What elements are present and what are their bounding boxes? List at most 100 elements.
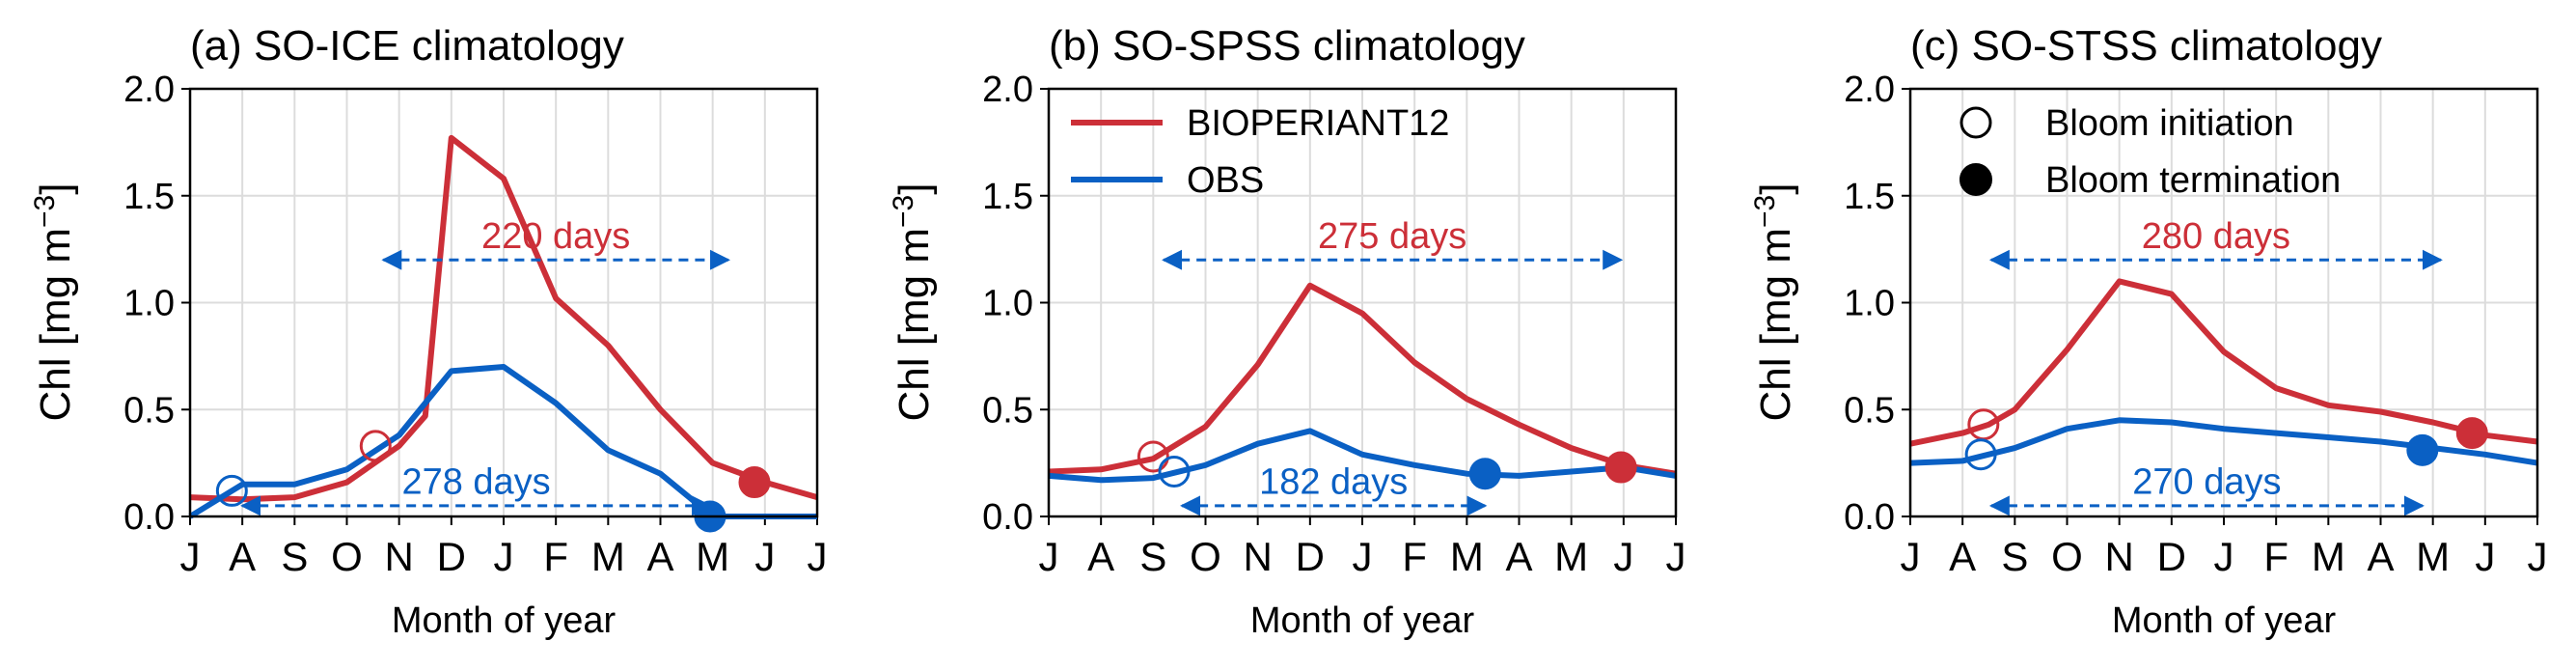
- bloom-initiation-marker: [1158, 455, 1191, 488]
- bloom-duration-label: 275 days: [1318, 216, 1466, 257]
- x-tick-label: S: [1139, 534, 1166, 579]
- panel-c-markers: [1964, 408, 2488, 471]
- x-tick-label: J: [1901, 534, 1921, 579]
- x-tick-label: F: [543, 534, 568, 579]
- y-tick-label: 2.0: [123, 70, 175, 110]
- x-tick-label: M: [2312, 534, 2345, 579]
- x-tick-label: M: [1450, 534, 1484, 579]
- x-tick-label: M: [1554, 534, 1588, 579]
- panel-c-x-axis-label: Month of year: [2112, 600, 2337, 641]
- x-tick-label: N: [1243, 534, 1272, 579]
- panel-a-x-axis-label: Month of year: [392, 600, 617, 641]
- x-tick-label: J: [494, 534, 514, 579]
- bloom-termination-marker: [738, 466, 771, 499]
- y-tick-label: 1.5: [982, 177, 1033, 217]
- y-tick-label: 0.5: [1844, 390, 1895, 431]
- y-label-main: Chl [mg m: [1752, 228, 1799, 421]
- x-tick-label: J: [754, 534, 775, 579]
- panel-c-legend: Bloom initiation Bloom termination: [1959, 103, 2341, 201]
- x-tick-label: A: [646, 534, 673, 579]
- y-tick-label: 2.0: [982, 70, 1033, 110]
- x-tick-label: J: [2475, 534, 2495, 579]
- bloom-initiation-marker: [359, 430, 392, 462]
- x-tick-label: J: [1039, 534, 1059, 579]
- panel-c-title: (c) SO-STSS climatology: [1910, 22, 2382, 70]
- bloom-initiation-marker: [1137, 440, 1169, 473]
- y-tick-label: 2.0: [1844, 70, 1895, 110]
- x-tick-label: A: [229, 534, 256, 579]
- bloom-termination-marker: [2455, 417, 2488, 450]
- legend-open-circle-marker: [1959, 106, 1992, 139]
- panel-b-title: (b) SO-SPSS climatology: [1049, 22, 1525, 70]
- panel-b-y-axis-label: Chl [mg m−3]: [888, 183, 939, 422]
- panel-b-frame: [1047, 87, 1678, 518]
- panel-b-series: [1048, 282, 1677, 484]
- y-label-main: Chl [mg m: [32, 228, 79, 421]
- x-tick-label: D: [1296, 534, 1325, 579]
- panel-c-frame: [1908, 87, 2539, 518]
- y-label-exponent: −3: [1749, 195, 1781, 228]
- bloom-duration-label: 182 days: [1259, 461, 1408, 502]
- x-tick-label: F: [1402, 534, 1427, 579]
- legend-label-obs: OBS: [1187, 160, 1264, 201]
- panel-c-y-axis-label: Chl [mg m−3]: [1749, 183, 1800, 422]
- series-line-bioperiant12: [1909, 278, 2538, 447]
- y-tick-label: 1.5: [1844, 177, 1895, 217]
- y-label-exponent: −3: [888, 195, 919, 228]
- x-tick-label: N: [384, 534, 413, 579]
- y-tick-label: 0.5: [123, 390, 175, 431]
- bloom-initiation-marker: [215, 474, 248, 507]
- y-tick-label: 0.0: [982, 497, 1033, 538]
- panel-a-spans: 220 days 278 days: [240, 216, 731, 516]
- panel-a: (a) SO-ICE climatology 0.0 0.5 1.0 1.5 2.0 J…: [29, 22, 828, 641]
- bloom-duration-label: 270 days: [2132, 461, 2281, 502]
- x-tick-label: D: [2157, 534, 2186, 579]
- legend-label-model: BIOPERIANT12: [1187, 103, 1449, 144]
- x-tick-label: J: [808, 534, 828, 579]
- y-label-exponent: −3: [29, 195, 61, 228]
- y-tick-label: 1.0: [123, 284, 175, 324]
- x-tick-label: F: [2263, 534, 2288, 579]
- x-tick-label: J: [2214, 534, 2234, 579]
- bloom-termination-marker: [1468, 458, 1501, 490]
- y-label-end: ]: [891, 183, 938, 195]
- y-tick-label: 0.5: [982, 390, 1033, 431]
- x-tick-label: J: [2528, 534, 2548, 579]
- series-line-bioperiant12: [189, 134, 818, 503]
- panel-b: (b) SO-SPSS climatology 0.00.51.01.52.0 …: [888, 22, 1686, 641]
- panel-a-frame: [188, 87, 819, 518]
- panel-a-grid: [189, 88, 818, 517]
- legend-filled-circle-marker: [1959, 163, 1992, 196]
- y-label-end: ]: [1752, 183, 1799, 195]
- panel-a-y-ticks: 0.0 0.5 1.0 1.5 2.0: [123, 70, 190, 538]
- panel-b-x-axis-label: Month of year: [1250, 600, 1475, 641]
- x-tick-label: J: [180, 534, 201, 579]
- x-tick-label: J: [1353, 534, 1373, 579]
- series-line-bioperiant12: [1048, 282, 1677, 477]
- y-tick-label: 0.0: [123, 497, 175, 538]
- y-tick-label: 0.0: [1844, 497, 1895, 538]
- x-tick-label: A: [1505, 534, 1532, 579]
- y-tick-label: 1.0: [982, 284, 1033, 324]
- panel-c-spans: 280 days 270 days: [1988, 216, 2443, 516]
- panel-c-y-ticks: 0.0 0.5 1.0 1.5 2.0: [1844, 70, 1910, 538]
- x-tick-label: A: [1087, 534, 1114, 579]
- bloom-initiation-marker: [1964, 438, 1997, 471]
- x-tick-label: J: [1613, 534, 1633, 579]
- panel-b-markers: [1137, 440, 1637, 490]
- x-tick-label: M: [696, 534, 729, 579]
- panel-a-title: (a) SO-ICE climatology: [190, 22, 624, 70]
- x-tick-label: S: [281, 534, 308, 579]
- bloom-duration-label: 280 days: [2142, 216, 2290, 257]
- y-tick-label: 1.5: [123, 177, 175, 217]
- x-tick-label: O: [331, 534, 363, 579]
- legend-label-initiation: Bloom initiation: [2045, 103, 2294, 144]
- legend-label-termination: Bloom termination: [2045, 160, 2341, 201]
- panel-b-legend: BIOPERIANT12 OBS: [1071, 103, 1449, 201]
- x-tick-label: S: [2001, 534, 2028, 579]
- x-tick-label: N: [2104, 534, 2133, 579]
